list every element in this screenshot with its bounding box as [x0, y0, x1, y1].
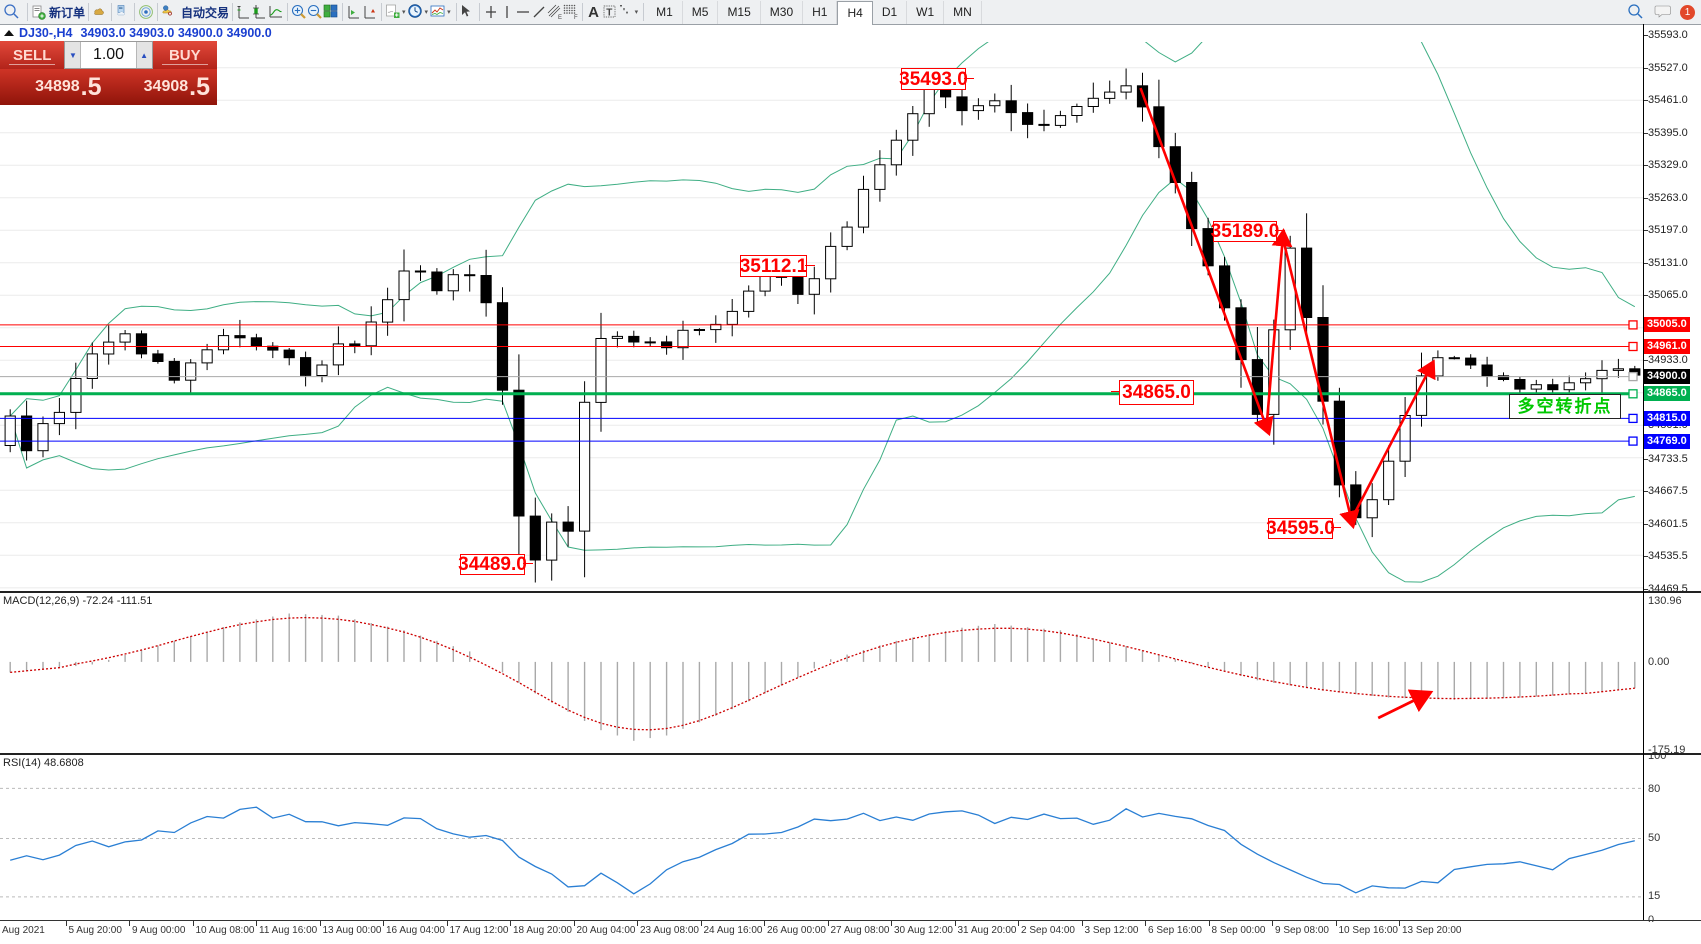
- svg-text:E: E: [558, 15, 562, 20]
- svg-text:T: T: [606, 8, 612, 19]
- svg-text:F: F: [574, 15, 578, 20]
